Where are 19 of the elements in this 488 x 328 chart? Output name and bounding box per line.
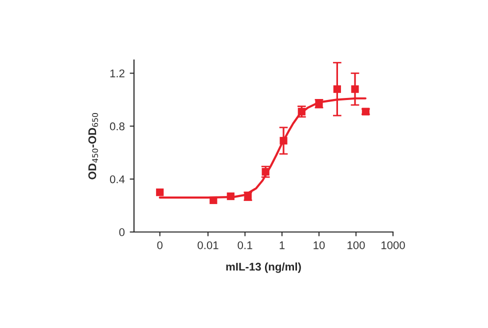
y-tick-label: 0 xyxy=(119,228,125,236)
point xyxy=(210,196,218,204)
point xyxy=(280,136,288,145)
x-tick-label: 1000 xyxy=(381,241,405,250)
x-tick-label: 10 xyxy=(314,241,325,250)
y-tick-label: 0.4 xyxy=(110,175,125,184)
point xyxy=(298,108,306,116)
x-tick-label: 1 xyxy=(280,241,285,250)
x-axis-title: mIL-13 (ng/ml) xyxy=(226,262,301,273)
point xyxy=(333,85,341,93)
point xyxy=(351,85,359,93)
x-tick-label: 0 xyxy=(157,241,163,250)
x-tick-label: 0.01 xyxy=(198,241,218,250)
y-tick-label: 0.8 xyxy=(110,122,124,130)
y-axis-title: OD$_{450}$-OD$_{650}$ xyxy=(88,113,98,180)
x-tick-label: 0.1 xyxy=(238,241,252,250)
x-tick-label: 100 xyxy=(348,241,365,250)
point xyxy=(226,192,234,200)
y-tick-label: 1.2 xyxy=(110,70,124,78)
